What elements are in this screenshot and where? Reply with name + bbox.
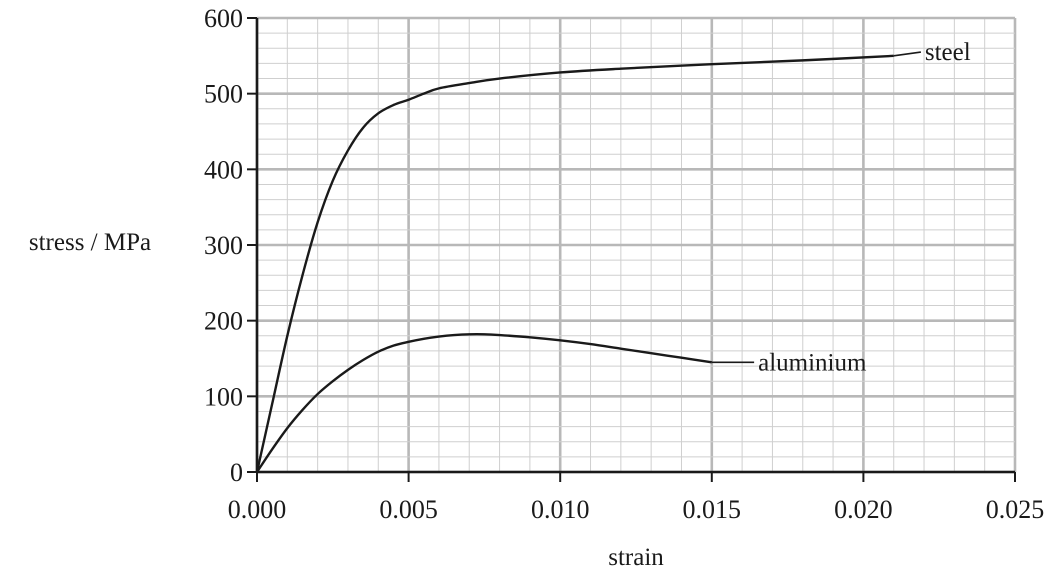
x-tick-label: 0.010 xyxy=(531,495,590,524)
x-tick-label: 0.025 xyxy=(986,495,1045,524)
y-tick-label: 200 xyxy=(204,307,243,336)
series-label-leader-steel xyxy=(893,51,921,57)
x-tick-label: 0.015 xyxy=(683,495,742,524)
series-label-steel: steel xyxy=(925,39,971,66)
curves xyxy=(255,54,894,473)
y-tick-label: 100 xyxy=(204,382,243,411)
x-axis-title: strain xyxy=(608,544,664,571)
series-label-aluminium: aluminium xyxy=(758,349,867,376)
grid xyxy=(255,16,1017,474)
y-tick-label: 400 xyxy=(204,155,243,184)
y-axis-title: stress / MPa xyxy=(29,229,151,256)
axes: 0 100 200 300 400 500 600 0.000 0.005 0.010 0.015 0… xyxy=(204,4,1044,524)
y-tick-label: 0 xyxy=(230,458,243,487)
series-line-aluminium xyxy=(256,332,712,473)
labels: steel aluminium xyxy=(711,39,971,376)
y-tick-label: 300 xyxy=(204,231,243,260)
series-line-steel xyxy=(255,54,894,473)
x-tick-label: 0.005 xyxy=(379,495,438,524)
x-tick-label: 0.020 xyxy=(834,495,893,524)
y-tick-label: 500 xyxy=(204,80,243,109)
y-tick-label: 600 xyxy=(204,4,243,33)
x-tick-label: 0.000 xyxy=(228,495,287,524)
